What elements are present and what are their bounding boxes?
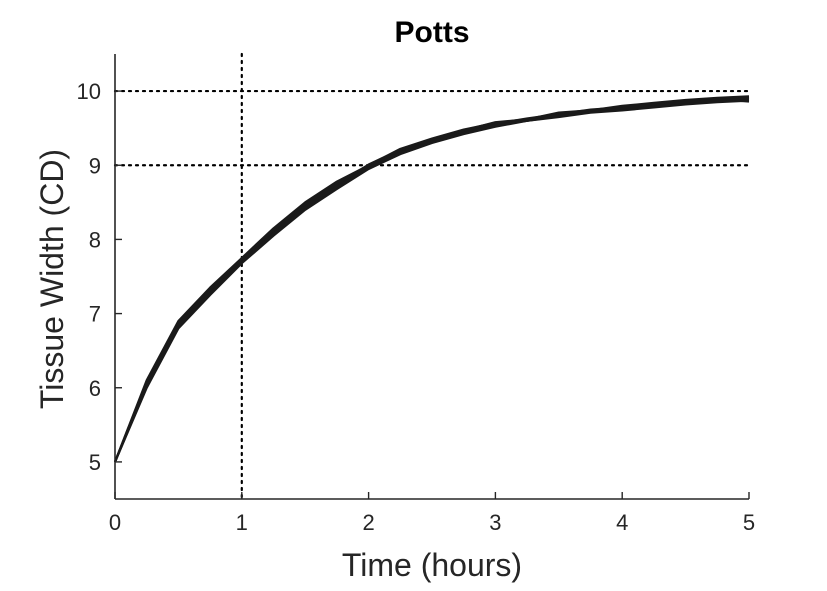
x-tick-label: 2 (362, 510, 374, 535)
x-tick-label: 5 (743, 510, 755, 535)
y-tick-label: 10 (77, 79, 101, 104)
y-tick-label: 5 (89, 450, 101, 475)
y-axis-label: Tissue Width (CD) (34, 149, 70, 409)
data-series-group (113, 95, 750, 463)
x-tick-labels: 0 1 2 3 4 5 (109, 510, 755, 535)
axes-group (114, 54, 750, 500)
x-tick-label: 4 (616, 510, 628, 535)
y-tick-labels: 5 6 7 8 9 10 (77, 79, 101, 475)
y-tick-label: 7 (89, 302, 101, 327)
y-tick-label: 6 (89, 376, 101, 401)
x-tick-label: 3 (489, 510, 501, 535)
series-line-6 (113, 95, 750, 463)
series-line-7 (113, 99, 750, 463)
y-tick-label: 9 (89, 153, 101, 178)
reference-lines (113, 52, 751, 501)
chart-title: Potts (395, 16, 470, 49)
x-axis-label: Time (hours) (342, 547, 522, 583)
y-tick-label: 8 (89, 227, 101, 252)
x-tick-label: 1 (236, 510, 248, 535)
x-tick-label: 0 (109, 510, 121, 535)
